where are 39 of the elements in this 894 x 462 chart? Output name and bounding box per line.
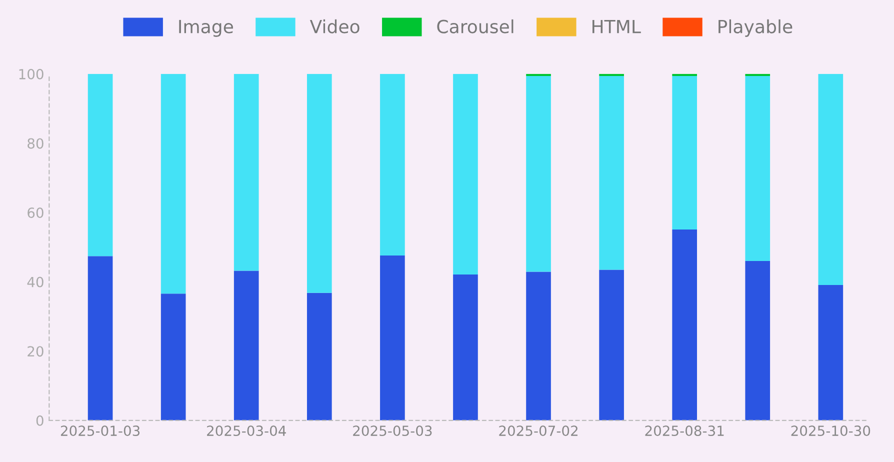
bar bbox=[745, 76, 770, 262]
bar bbox=[599, 270, 624, 420]
bar bbox=[526, 76, 551, 272]
y-tick-label: 40 bbox=[27, 276, 44, 288]
bar bbox=[453, 74, 478, 275]
x-tick-label: 2025-05-03 bbox=[353, 426, 432, 436]
bar bbox=[160, 294, 186, 420]
x-tick-label: 2025-08-31 bbox=[645, 426, 724, 436]
bar bbox=[306, 74, 332, 293]
x-tick-label: 2025-01-03 bbox=[60, 426, 140, 436]
bar bbox=[526, 272, 551, 420]
legend-label: Image bbox=[179, 20, 233, 37]
bar bbox=[234, 74, 259, 271]
y-tick-label: 60 bbox=[28, 207, 44, 218]
bar bbox=[453, 274, 478, 420]
bar bbox=[672, 230, 698, 420]
bar bbox=[88, 256, 113, 420]
legend-label: Carousel bbox=[437, 19, 514, 34]
legend-label: Video bbox=[310, 19, 360, 34]
x-tick-label: 2025-10-30 bbox=[791, 426, 870, 436]
legend-label: Playable bbox=[718, 19, 792, 37]
bar bbox=[380, 74, 405, 256]
legend-label: HTML bbox=[592, 20, 641, 34]
bar bbox=[380, 255, 405, 420]
bar bbox=[234, 270, 259, 420]
bar bbox=[306, 292, 332, 420]
x-tick-label: 2025-07-02 bbox=[499, 426, 578, 436]
y-tick-label: 100 bbox=[19, 68, 44, 80]
bar bbox=[160, 74, 186, 294]
bar bbox=[818, 74, 844, 285]
bar bbox=[745, 261, 770, 420]
x-tick-label: 2025-03-04 bbox=[207, 426, 286, 436]
bar bbox=[599, 76, 624, 270]
y-tick-label: 20 bbox=[28, 346, 44, 357]
y-tick-label: 80 bbox=[28, 138, 44, 149]
y-tick-label: 0 bbox=[36, 415, 44, 426]
bar bbox=[672, 76, 698, 230]
bar bbox=[88, 74, 113, 256]
bar bbox=[818, 284, 844, 420]
